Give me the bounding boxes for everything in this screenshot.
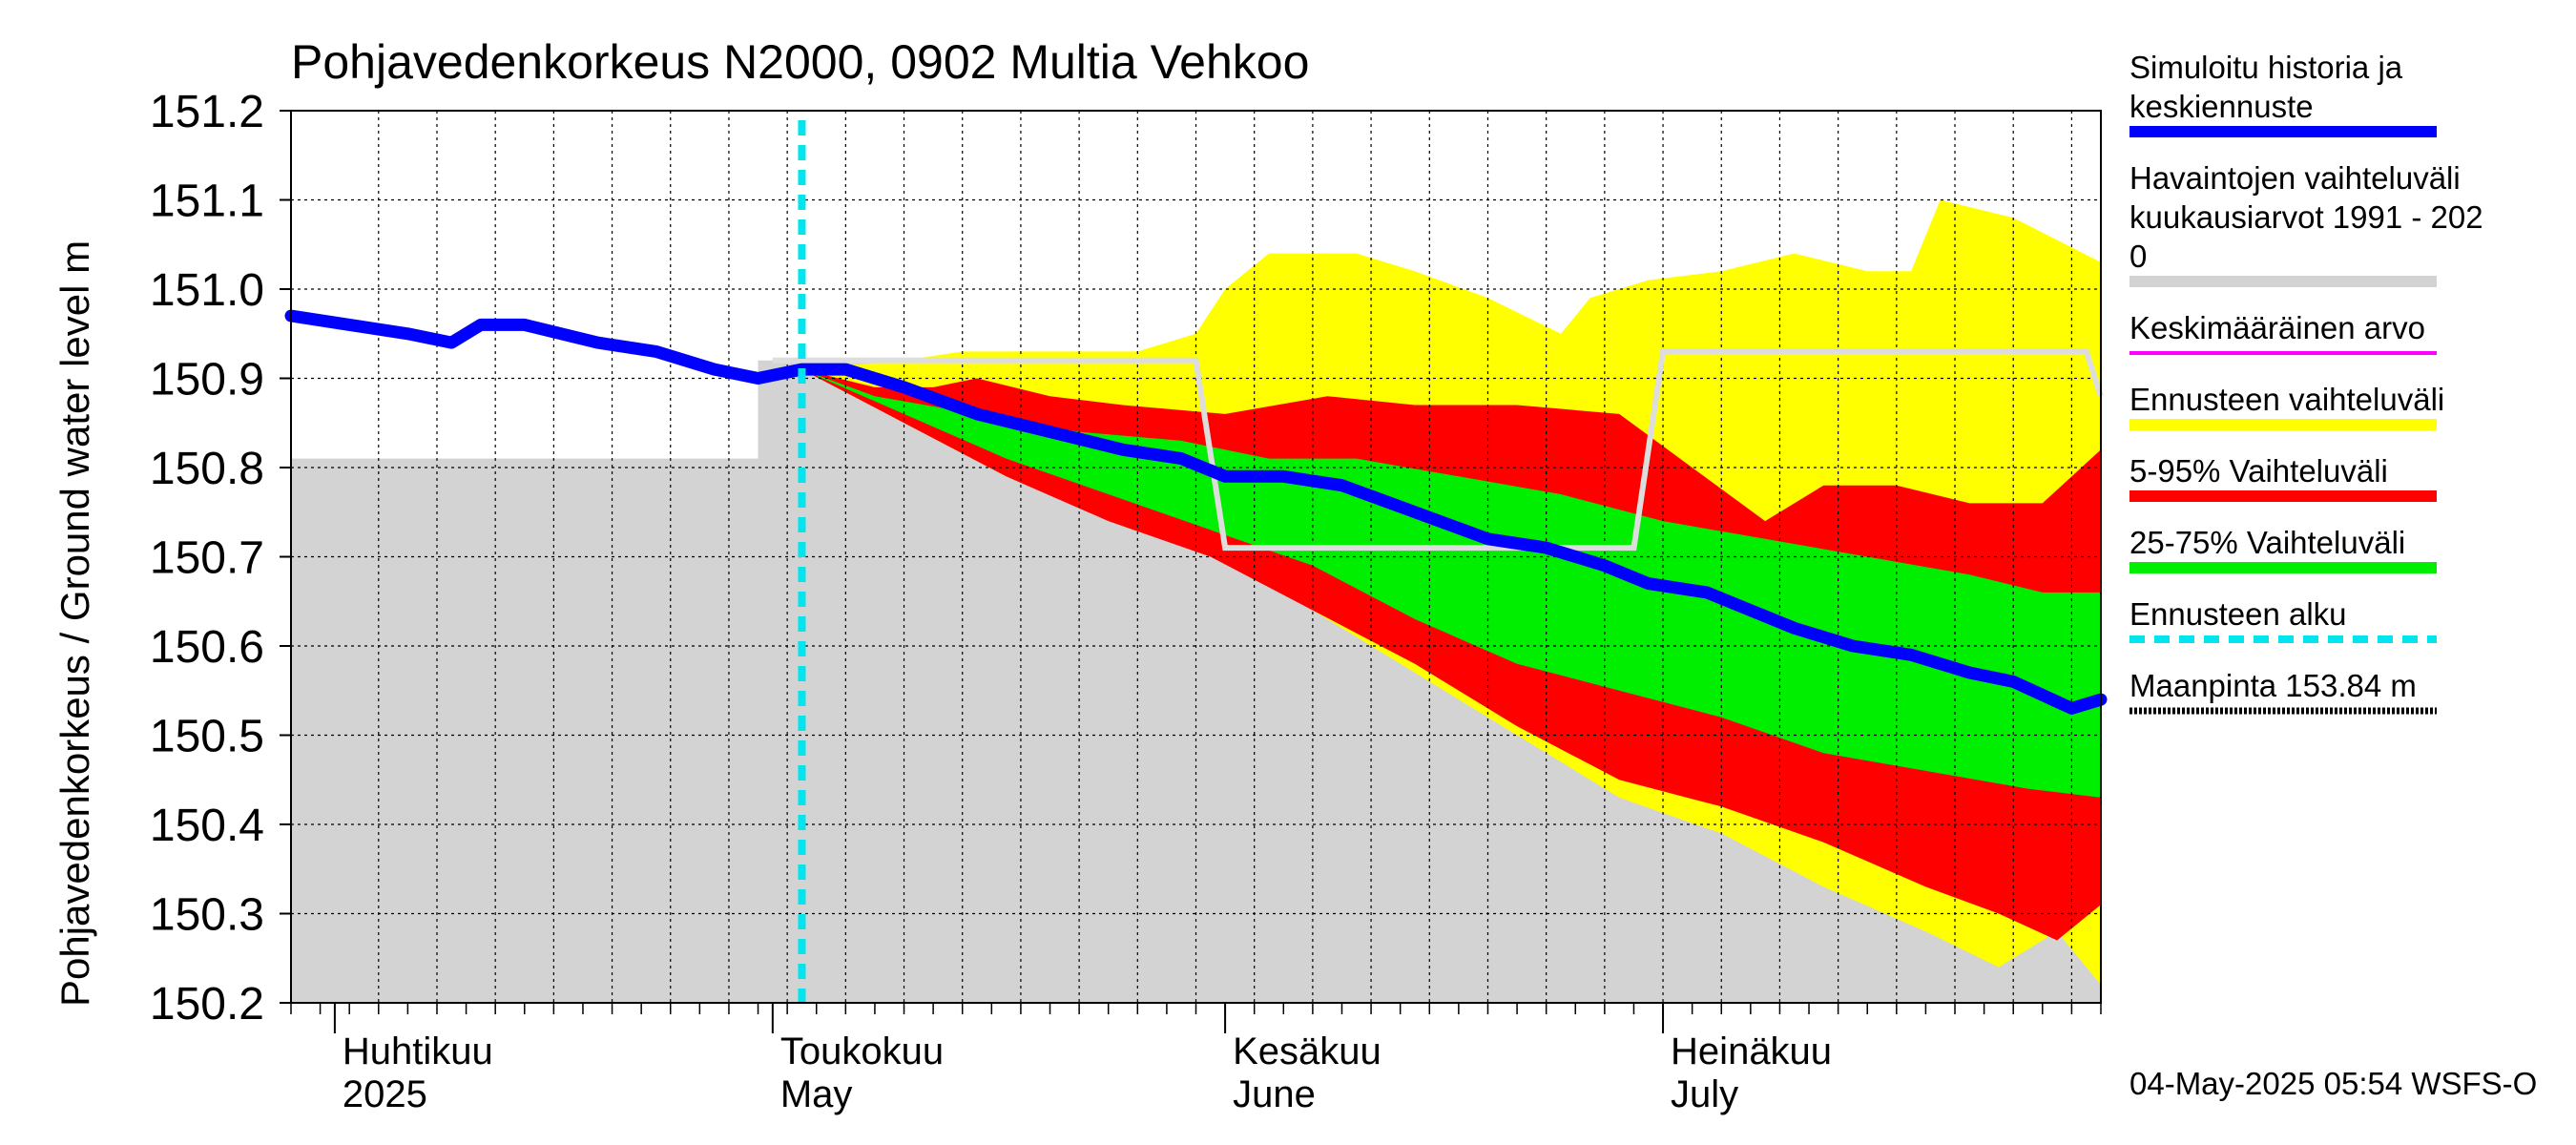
y-tick-label: 150.5	[150, 712, 264, 762]
observed-range-layer	[291, 351, 2101, 1003]
y-tick-label: 150.7	[150, 533, 264, 584]
y-tick-label: 150.6	[150, 622, 264, 673]
plot-area	[284, 110, 2108, 1004]
legend-label: kuukausiarvot 1991 - 202	[2129, 199, 2483, 235]
median-line	[284, 309, 2108, 715]
x-month-sublabel: July	[1671, 1073, 1738, 1115]
y-tick-label: 150.3	[150, 890, 264, 941]
y-tick-label: 150.9	[150, 355, 264, 406]
x-month-label: Toukokuu	[780, 1030, 944, 1072]
legend-label: Havaintojen vaihteluväli	[2129, 160, 2461, 196]
monthly-mean-line	[772, 348, 2104, 552]
range-5-95-area	[801, 369, 2101, 941]
legend-label: Keskimääräinen arvo	[2129, 310, 2425, 345]
chart-title: Pohjavedenkorkeus N2000, 0902 Multia Veh…	[291, 35, 1309, 89]
x-month-label: Heinäkuu	[1671, 1030, 1832, 1072]
x-month-sublabel: 2025	[343, 1073, 427, 1115]
series-layer	[284, 120, 2108, 1003]
y-tick-label: 150.2	[150, 979, 264, 1030]
grid-layer	[291, 111, 2101, 1003]
legend-label: Simuloitu historia ja	[2129, 50, 2403, 85]
y-tick-label: 151.1	[150, 177, 264, 227]
observed-range-area	[291, 351, 2101, 1003]
y-tick-label: 150.8	[150, 444, 264, 494]
footer-timestamp: 04-May-2025 05:54 WSFS-O	[2129, 1066, 2537, 1101]
legend-label: Maanpinta 153.84 m	[2129, 668, 2417, 703]
y-tick-label: 151.2	[150, 87, 264, 137]
legend-label: 5-95% Vaihteluväli	[2129, 453, 2388, 489]
legend-label: 0	[2129, 239, 2147, 274]
y-axis-label: Pohjavedenkorkeus / Ground water level m	[52, 240, 97, 1007]
legend-label: keskiennuste	[2129, 89, 2314, 124]
legend-label: Ennusteen vaihteluväli	[2129, 382, 2444, 417]
x-month-sublabel: June	[1233, 1073, 1316, 1115]
range-25-75-area	[801, 369, 2101, 798]
x-month-label: Huhtikuu	[343, 1030, 493, 1072]
legend-label: 25-75% Vaihteluväli	[2129, 525, 2405, 560]
x-month-sublabel: May	[780, 1073, 853, 1115]
y-axis: 151.2 151.1 151.0 150.9 150.8 150.7 150.6 150.5…	[150, 87, 291, 1030]
legend-label: Ennusteen alku	[2129, 596, 2347, 632]
y-tick-label: 150.4	[150, 801, 264, 851]
y-tick-label: 151.0	[150, 265, 264, 316]
forecast-range-layer	[801, 199, 2101, 986]
x-month-label: Kesäkuu	[1233, 1030, 1381, 1072]
legend: Simuloitu historia ja keskiennuste Havaint…	[2129, 50, 2483, 715]
